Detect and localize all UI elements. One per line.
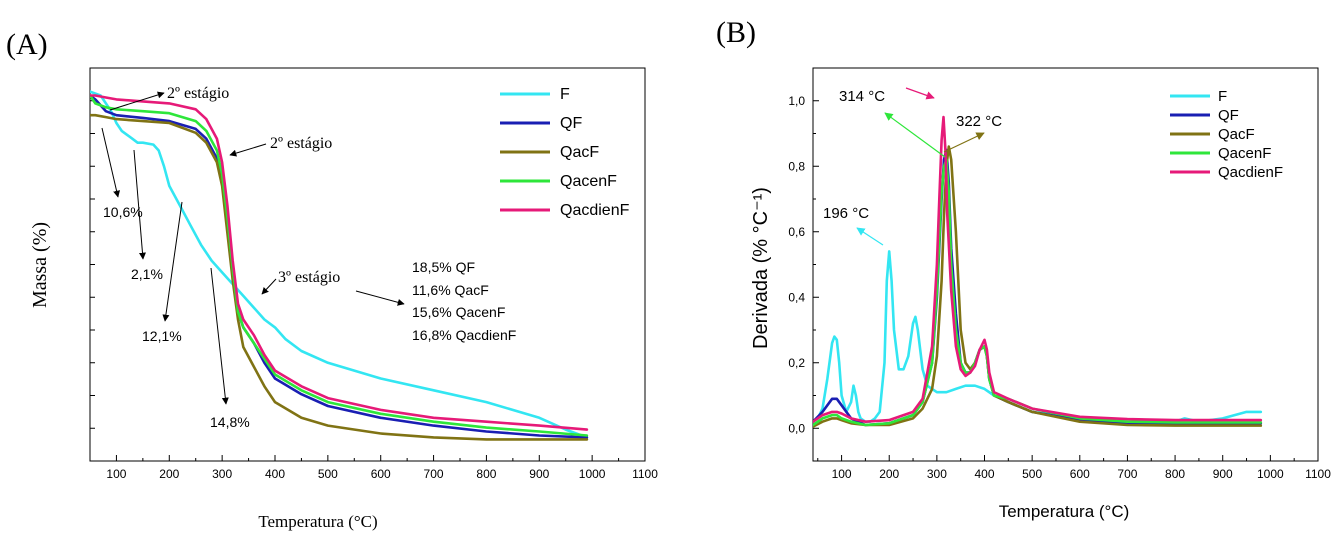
annotation-196: 196 °C xyxy=(823,205,869,222)
series-line-qacenf xyxy=(90,94,589,437)
panel-b-label: (B) xyxy=(716,16,756,49)
arrow-2-stage-top xyxy=(109,91,165,111)
x-tick-label: 700 xyxy=(424,467,444,481)
annotation-residue-qacenf: 15,6% QacenF xyxy=(412,304,505,320)
x-tick-label: 1000 xyxy=(1257,467,1284,481)
y-tick-label: 0,0 xyxy=(788,421,805,435)
annotation-322: 322 °C xyxy=(956,113,1002,130)
annotation-10-6: 10,6% xyxy=(103,204,143,220)
series-line-f xyxy=(816,250,1263,424)
y-tick-label: 0,6 xyxy=(788,225,805,239)
x-tick-label: 800 xyxy=(1165,467,1185,481)
arrow-196 xyxy=(856,227,884,246)
panel-a-y-axis-label: Massa (%) xyxy=(29,222,51,308)
panel-b-x-ticks: 100 200 300 400 500 600 700 800 900 1000 1100 xyxy=(817,455,1331,481)
x-tick-label: 700 xyxy=(1117,467,1137,481)
panel-a-x-axis-label: Temperatura (°C) xyxy=(258,512,377,531)
panel-b-legend: F QF QacF QacenF QacdienF xyxy=(1170,88,1283,181)
x-tick-label: 600 xyxy=(1070,467,1090,481)
arrow-322 xyxy=(943,132,985,153)
annotation-3-stage: 3º estágio xyxy=(278,269,340,286)
arrow-12-1 xyxy=(162,201,183,322)
legend-label-qacf: QacF xyxy=(1218,126,1255,143)
panel-a: (A) 100 200 300 400 500 600 700 800 900 1000 1100 … xyxy=(6,28,658,531)
legend-label-qacenf: QacenF xyxy=(560,173,617,190)
series-line-qacdienf xyxy=(90,94,589,431)
panel-a-legend: F QF QacF QacenF QacdienF xyxy=(500,86,630,219)
arrow-2-stage-mid xyxy=(229,143,267,157)
legend-label-qacenf: QacenF xyxy=(1218,145,1271,162)
x-tick-label: 400 xyxy=(265,467,285,481)
x-tick-label: 300 xyxy=(212,467,232,481)
x-tick-label: 900 xyxy=(529,467,549,481)
x-tick-label: 200 xyxy=(879,467,899,481)
panel-a-y-ticks xyxy=(90,100,95,429)
series-line-qf xyxy=(813,148,1263,427)
annotation-2-stage-mid: 2º estágio xyxy=(270,135,332,152)
annotation-12-1: 12,1% xyxy=(142,328,182,344)
x-tick-label: 300 xyxy=(927,467,947,481)
annotation-residue-qacf: 11,6% QacF xyxy=(412,282,489,298)
x-tick-label: 100 xyxy=(106,467,126,481)
arrow-14-8 xyxy=(210,267,229,405)
panel-b-y-axis-label: Derivada (% °C⁻¹) xyxy=(750,187,772,349)
annotation-14-8: 14,8% xyxy=(210,414,250,430)
panel-b-y-ticks: 0,0 0,2 0,4 0,6 0,8 1,0 xyxy=(788,94,819,435)
annotation-2-stage-top: 2º estágio xyxy=(167,85,229,102)
series-line-qacenf xyxy=(813,158,1263,427)
legend-label-f: F xyxy=(560,86,570,103)
arrow-2-1 xyxy=(133,149,146,260)
series-line-qacf xyxy=(813,145,1263,428)
x-tick-label: 100 xyxy=(832,467,852,481)
x-tick-label: 600 xyxy=(371,467,391,481)
x-tick-label: 1100 xyxy=(632,467,658,481)
legend-label-qf: QF xyxy=(560,115,582,132)
arrow-10-6 xyxy=(101,127,120,198)
annotation-314: 314 °C xyxy=(839,88,885,105)
legend-label-qf: QF xyxy=(1218,107,1239,124)
x-tick-label: 800 xyxy=(476,467,496,481)
x-tick-label: 1100 xyxy=(1305,467,1331,481)
panel-b-x-axis-label: Temperatura (°C) xyxy=(999,502,1130,521)
y-tick-label: 0,2 xyxy=(788,356,805,370)
panel-b-series-lines xyxy=(813,115,1263,428)
panel-a-x-ticks: 100 200 300 400 500 600 700 800 900 1000 1100 xyxy=(106,455,658,481)
y-tick-label: 0,8 xyxy=(788,159,805,173)
legend-label-qacdienf: QacdienF xyxy=(1218,164,1283,181)
y-tick-label: 0,4 xyxy=(788,290,805,304)
x-tick-label: 500 xyxy=(1022,467,1042,481)
annotation-2-1: 2,1% xyxy=(131,266,163,282)
legend-label-qacdienf: QacdienF xyxy=(560,202,630,219)
legend-label-f: F xyxy=(1218,88,1227,105)
series-line-qacdienf xyxy=(813,115,1263,424)
arrow-3-stage-right xyxy=(355,290,405,306)
arrow-314 xyxy=(905,87,935,100)
x-tick-label: 500 xyxy=(318,467,338,481)
arrow-green-314 xyxy=(884,112,946,158)
series-line-qf xyxy=(90,94,589,439)
arrow-3-stage-left xyxy=(261,278,277,295)
panel-a-label: (A) xyxy=(6,28,48,61)
x-tick-label: 200 xyxy=(159,467,179,481)
y-tick-label: 1,0 xyxy=(788,94,805,108)
annotation-residue-qf: 18,5% QF xyxy=(412,259,475,275)
series-line-f xyxy=(90,90,589,439)
panel-a-series-lines xyxy=(90,90,589,441)
x-tick-label: 1000 xyxy=(579,467,606,481)
annotation-residue-qacdienf: 16,8% QacdienF xyxy=(412,327,516,343)
x-tick-label: 400 xyxy=(974,467,994,481)
x-tick-label: 900 xyxy=(1213,467,1233,481)
panel-b: (B) 0,0 0,2 0,4 0,6 0,8 1,0 100 200 300 400 500 60… xyxy=(716,16,1331,521)
legend-label-qacf: QacF xyxy=(560,144,599,161)
